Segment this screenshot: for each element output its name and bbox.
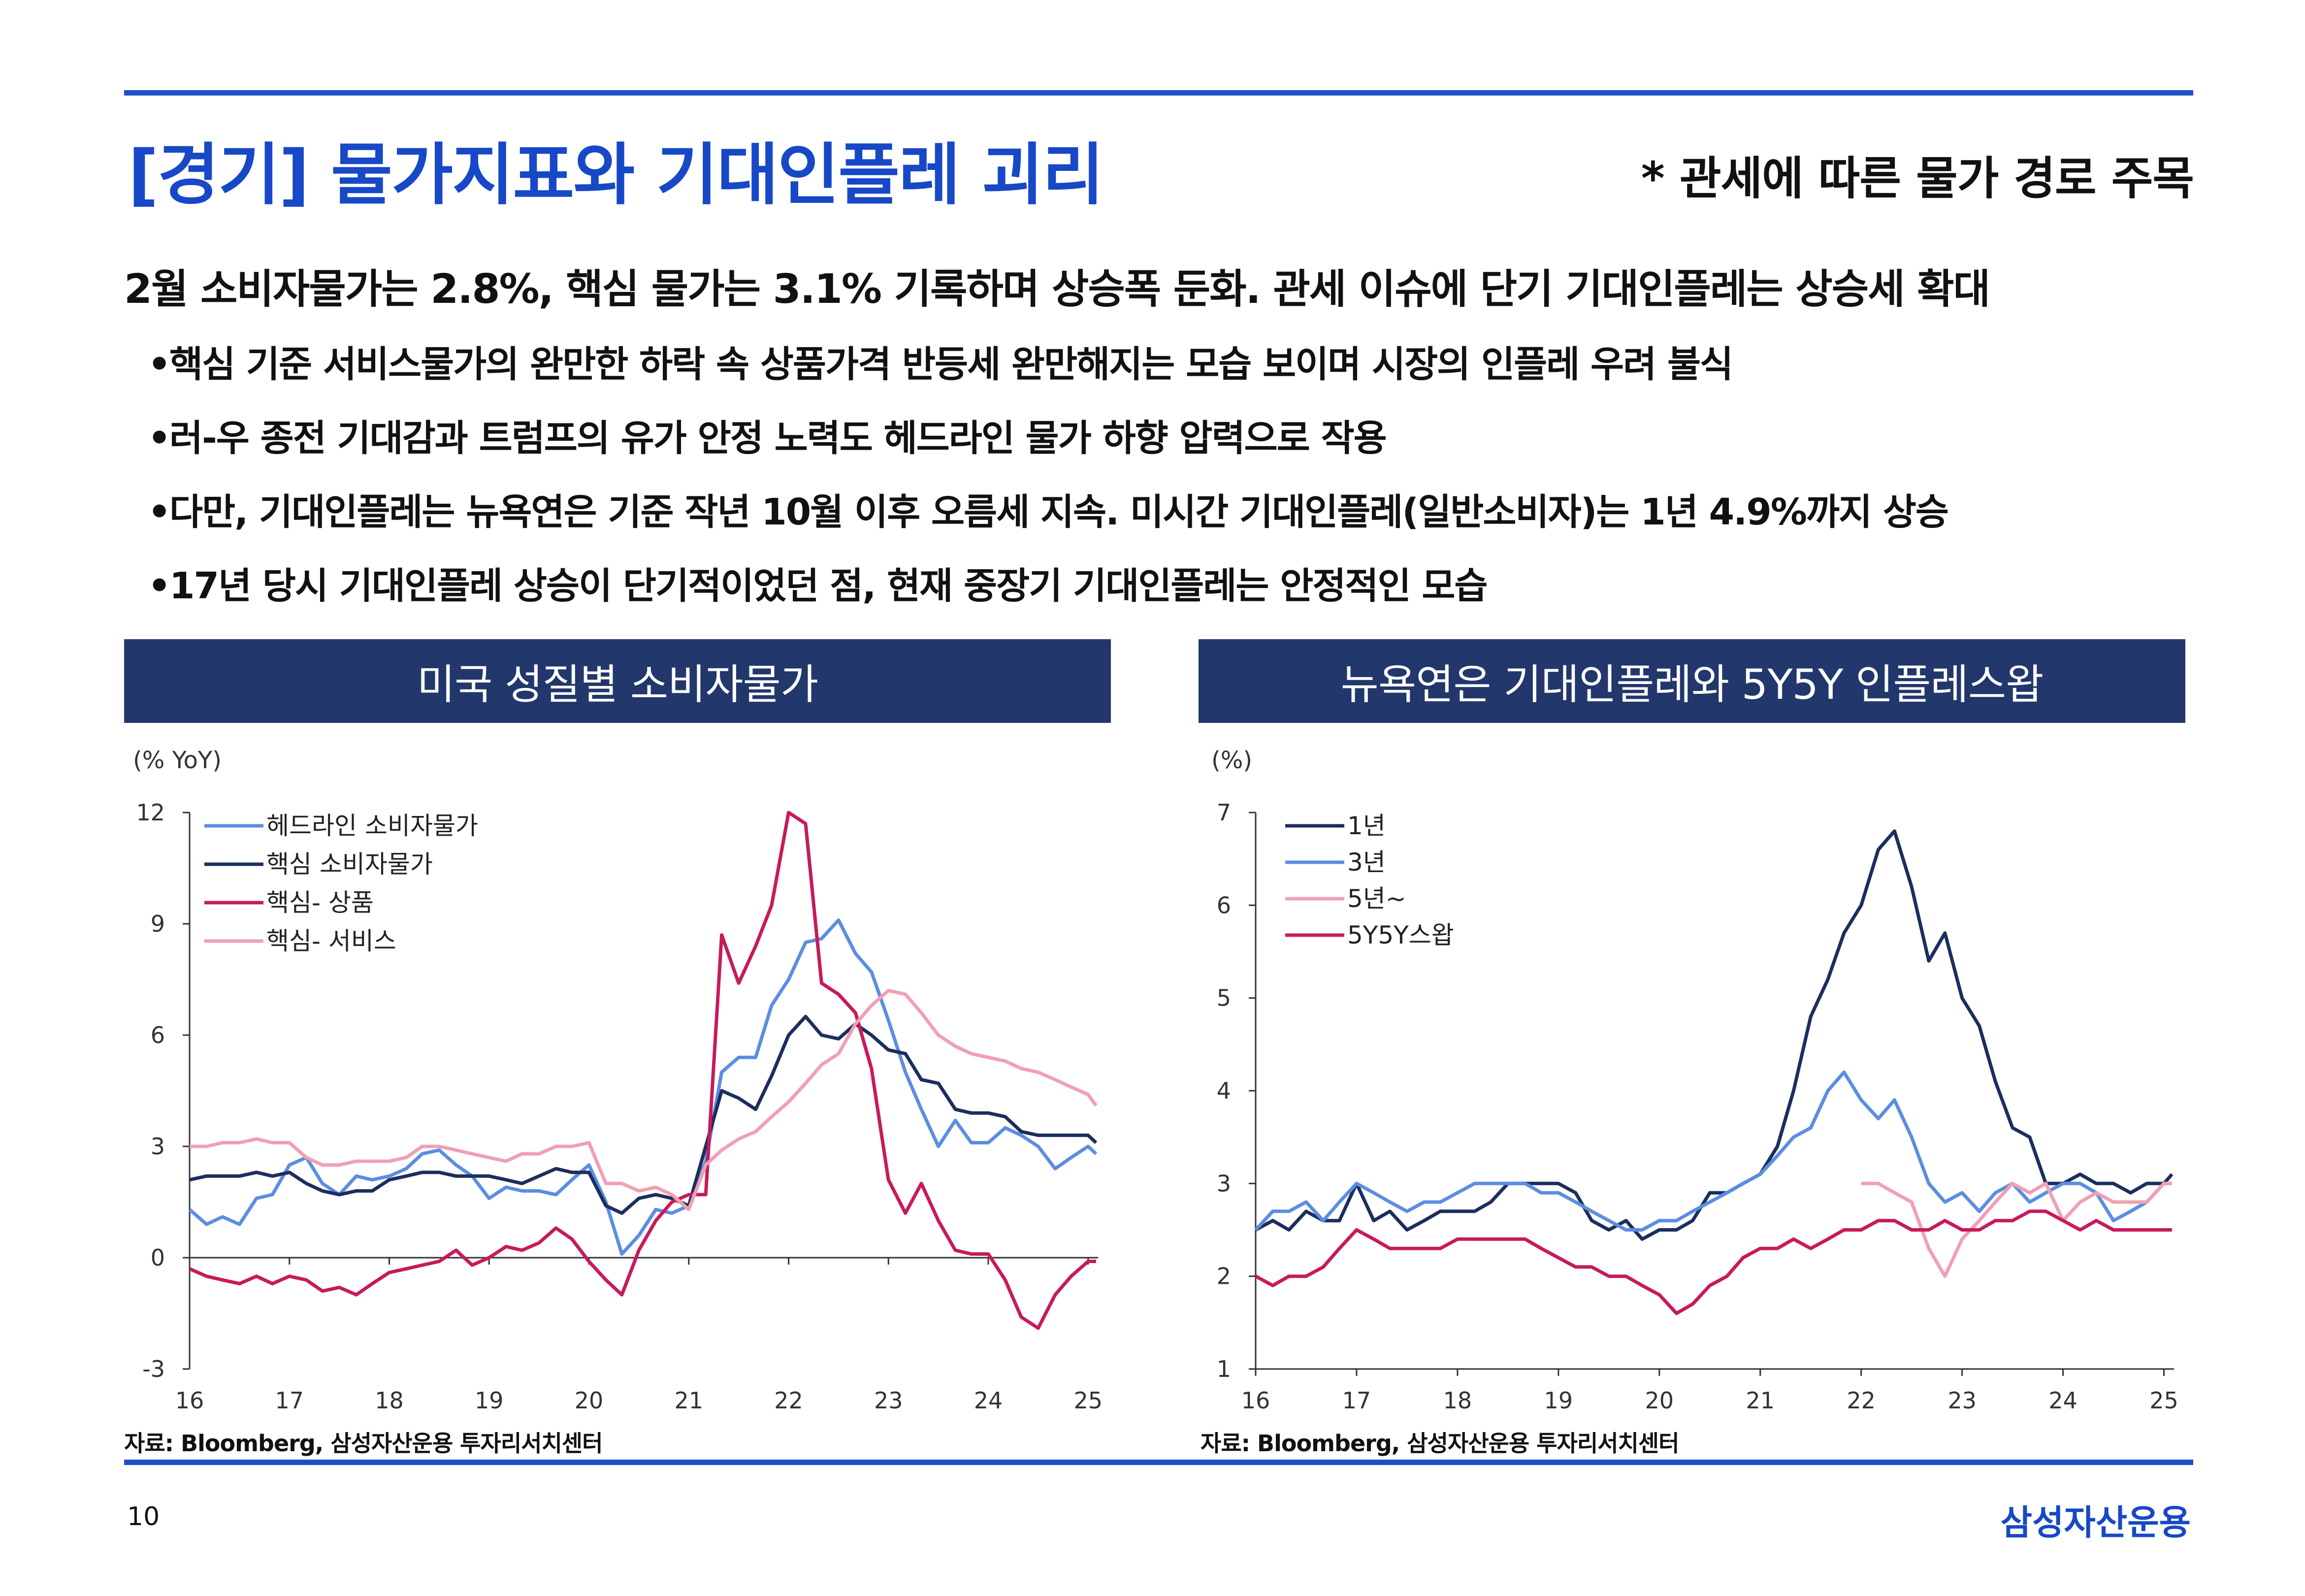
x-tick-label: 25 bbox=[1073, 1387, 1103, 1414]
series-line-1-3 bbox=[1255, 1209, 2172, 1315]
legend-label: 5Y5Y스왑 bbox=[1347, 921, 1454, 949]
chart-left: (% YoY) 12 9 6 3 0 -3 16 17 18 19 20 21 22 23 24 25 헤드라인 … bbox=[133, 747, 1103, 1414]
series-line-1-0 bbox=[1255, 829, 2174, 1241]
x-tick-label: 16 bbox=[175, 1387, 204, 1414]
legend-label: 5년~ bbox=[1347, 884, 1406, 913]
y-tick-label: 2 bbox=[1217, 1263, 1231, 1290]
bullet-text: 핵심 기준 서비스물가의 완만한 하락 속 상품가격 반등세 완만해지는 모습 … bbox=[169, 343, 1733, 386]
y-tick-label: 7 bbox=[1217, 799, 1231, 826]
y-tick-label: 3 bbox=[151, 1133, 165, 1160]
y-tick-label: 9 bbox=[151, 911, 165, 937]
bullet-item: •핵심 기준 서비스물가의 완만한 하락 속 상품가격 반등세 완만해지는 모습… bbox=[148, 335, 1733, 388]
x-tick-label: 24 bbox=[974, 1387, 1003, 1414]
y-tick-label: 6 bbox=[1217, 892, 1231, 918]
bullet-item: •러-우 종전 기대감과 트럼프의 유가 안정 노력도 헤드라인 물가 하향 압… bbox=[148, 409, 1387, 461]
x-tick-label: 19 bbox=[475, 1387, 504, 1414]
y-tick-label: 6 bbox=[151, 1022, 165, 1048]
bullet-dot: • bbox=[148, 565, 171, 607]
chart-right-title: 뉴욕연은 기대인플레와 5Y5Y 인플레스왑 bbox=[1199, 639, 2185, 723]
bullet-dot: • bbox=[148, 491, 171, 533]
y-tick-label: 3 bbox=[1217, 1170, 1231, 1197]
x-tick-label: 22 bbox=[1847, 1387, 1876, 1414]
legend-label: 3년 bbox=[1347, 848, 1386, 877]
bullet-text: 17년 당시 기대인플레 상승이 단기적이었던 점, 현재 중장기 기대인플레는… bbox=[169, 565, 1488, 607]
series-line-0-2 bbox=[189, 811, 1096, 1330]
legend-label: 헤드라인 소비자물가 bbox=[266, 812, 478, 840]
bullet-dot: • bbox=[148, 343, 171, 386]
x-tick-label: 17 bbox=[275, 1387, 304, 1414]
legend-label: 핵심- 상품 bbox=[266, 888, 374, 917]
page-subtitle: * 관세에 따른 물가 경로 주목 bbox=[1641, 152, 2194, 205]
x-tick-label: 25 bbox=[2149, 1387, 2178, 1414]
legend-label: 1년 bbox=[1347, 812, 1386, 840]
series-line-1-1 bbox=[1254, 1070, 2172, 1232]
y-axis-label: (%) bbox=[1211, 747, 1252, 774]
chart-left-title: 미국 성질별 소비자물가 bbox=[124, 639, 1111, 723]
series-line-0-1 bbox=[189, 1014, 1098, 1215]
y-tick-label: 0 bbox=[151, 1244, 165, 1271]
x-tick-label: 17 bbox=[1342, 1387, 1371, 1414]
x-tick-label: 20 bbox=[1645, 1387, 1674, 1414]
page-title: [경기] 물가지표와 기대인플레 괴리 bbox=[128, 136, 1104, 214]
bullet-dot: • bbox=[148, 417, 171, 459]
chart-right-source: 자료: Bloomberg, 삼성자산운용 투자리서치센터 bbox=[1201, 1430, 1679, 1457]
bullet-item: •17년 당시 기대인플레 상승이 단기적이었던 점, 현재 중장기 기대인플레… bbox=[148, 556, 1488, 609]
summary-headline: 2월 소비자물가는 2.8%, 핵심 물가는 3.1% 기록하며 상승폭 둔화.… bbox=[124, 266, 1990, 313]
series-line-1-2 bbox=[1861, 1181, 2172, 1278]
series-line-0-0 bbox=[188, 918, 1098, 1256]
x-tick-label: 21 bbox=[674, 1387, 703, 1414]
legend-label: 핵심 소비자물가 bbox=[266, 850, 433, 879]
brand-logo-text: 삼성자산운용 bbox=[2000, 1502, 2191, 1543]
x-tick-label: 16 bbox=[1241, 1387, 1270, 1414]
x-tick-label: 20 bbox=[575, 1387, 604, 1414]
x-tick-label: 21 bbox=[1746, 1387, 1775, 1414]
y-tick-label: 4 bbox=[1217, 1077, 1231, 1104]
y-tick-label: 1 bbox=[1217, 1356, 1231, 1382]
top-divider bbox=[124, 90, 2193, 96]
legend-label: 핵심- 서비스 bbox=[266, 927, 396, 955]
series-line-0-3 bbox=[190, 989, 1098, 1211]
bottom-divider bbox=[124, 1460, 2193, 1465]
bullet-text: 러-우 종전 기대감과 트럼프의 유가 안정 노력도 헤드라인 물가 하향 압력… bbox=[169, 417, 1387, 459]
y-axis-label: (% YoY) bbox=[133, 747, 222, 774]
x-tick-label: 18 bbox=[375, 1387, 404, 1414]
y-tick-label: 12 bbox=[136, 799, 165, 826]
chart-left-source: 자료: Bloomberg, 삼성자산운용 투자리서치센터 bbox=[124, 1430, 603, 1457]
x-tick-label: 19 bbox=[1544, 1387, 1573, 1414]
x-tick-label: 22 bbox=[774, 1387, 803, 1414]
y-tick-label: 5 bbox=[1217, 985, 1231, 1011]
x-tick-label: 24 bbox=[2048, 1387, 2078, 1414]
x-tick-label: 23 bbox=[874, 1387, 903, 1414]
x-tick-label: 23 bbox=[1948, 1387, 1977, 1414]
x-tick-label: 18 bbox=[1443, 1387, 1472, 1414]
bullet-item: •다만, 기대인플레는 뉴욕연은 기준 작년 10월 이후 오름세 지속. 미시… bbox=[148, 483, 1949, 535]
bullet-text: 다만, 기대인플레는 뉴욕연은 기준 작년 10월 이후 오름세 지속. 미시간… bbox=[169, 491, 1949, 533]
page-number: 10 bbox=[127, 1502, 160, 1531]
y-tick-label: -3 bbox=[142, 1356, 165, 1382]
